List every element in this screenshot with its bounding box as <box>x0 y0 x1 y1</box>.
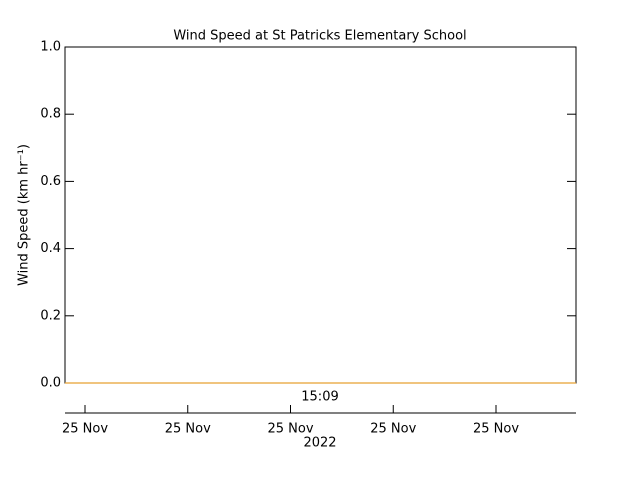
chart-title: Wind Speed at St Patricks Elementary Sch… <box>173 29 466 44</box>
date-tick-label: 25 Nov <box>267 422 313 437</box>
y-tick-label: 0.0 <box>40 376 61 391</box>
y-axis-label: Wind Speed (km hr⁻¹) <box>17 144 32 286</box>
y-tick-label: 1.0 <box>40 40 61 55</box>
y-tick-label: 0.6 <box>40 174 61 189</box>
date-tick-label: 25 Nov <box>473 422 519 437</box>
y-tick-label: 0.4 <box>40 241 61 256</box>
y-tick-label: 0.2 <box>40 308 61 323</box>
date-tick-label: 25 Nov <box>62 422 108 437</box>
date-tick-label: 25 Nov <box>165 422 211 437</box>
x-year-label: 2022 <box>303 436 336 451</box>
y-tick-label: 0.8 <box>40 107 61 122</box>
x-time-label: 15:09 <box>301 390 338 405</box>
date-tick-label: 25 Nov <box>370 422 416 437</box>
